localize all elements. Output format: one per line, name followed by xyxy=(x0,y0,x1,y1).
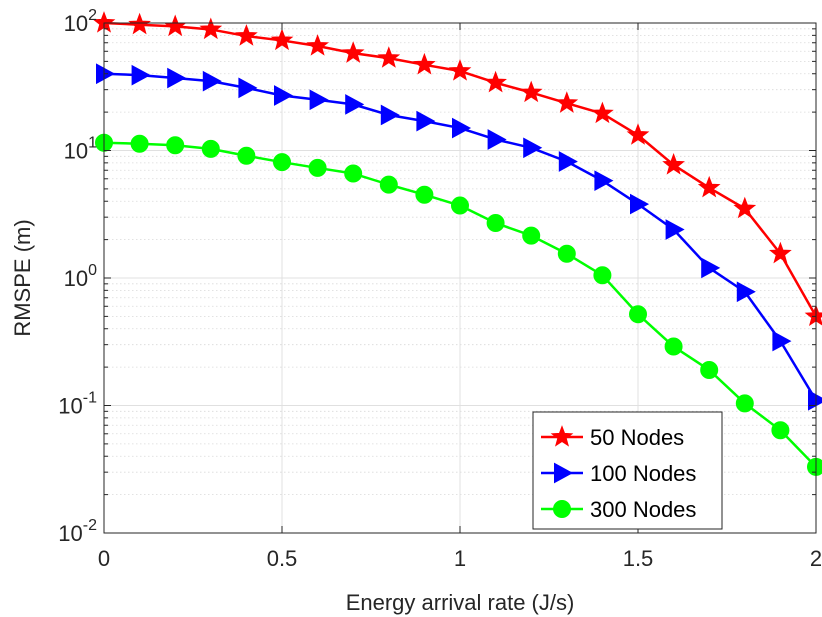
data-point-100-nodes xyxy=(416,110,436,132)
data-point-50-nodes xyxy=(199,17,223,40)
legend-label-50-nodes: 50 Nodes xyxy=(590,425,684,450)
data-point-100-nodes xyxy=(238,77,258,99)
series-300-nodes xyxy=(95,133,822,476)
data-point-100-nodes xyxy=(452,117,472,139)
data-point-100-nodes xyxy=(523,137,543,159)
data-point-100-nodes xyxy=(131,64,151,86)
grid xyxy=(103,22,817,534)
data-point-100-nodes xyxy=(630,193,650,215)
legend-label-100-nodes: 100 Nodes xyxy=(590,461,696,486)
data-point-300-nodes xyxy=(273,153,291,172)
data-point-100-nodes xyxy=(309,89,329,111)
data-point-50-nodes xyxy=(555,91,579,113)
data-point-100-nodes xyxy=(487,129,507,150)
data-point-300-nodes xyxy=(130,134,149,153)
data-point-50-nodes xyxy=(626,123,650,145)
data-point-100-nodes xyxy=(701,257,721,279)
data-point-50-nodes xyxy=(128,12,151,35)
y-tick-label: 102 xyxy=(64,7,97,36)
data-point-50-nodes xyxy=(306,34,329,56)
data-point-100-nodes xyxy=(736,281,756,303)
data-point-300-nodes xyxy=(415,185,434,204)
data-point-300-nodes xyxy=(486,214,505,233)
legend: 50 Nodes 100 Nodes 300 Nodes xyxy=(532,411,723,530)
series-layer xyxy=(92,11,822,476)
data-point-300-nodes xyxy=(700,360,719,379)
data-point-300-nodes xyxy=(379,175,398,194)
y-axis-label: RMSPE (m) xyxy=(10,219,35,336)
data-point-300-nodes xyxy=(201,139,220,158)
y-tick-label: 10-2 xyxy=(58,517,97,546)
x-tick-label: 1 xyxy=(454,546,466,571)
data-point-300-nodes xyxy=(629,305,647,324)
data-point-50-nodes xyxy=(448,59,472,81)
axes: 0 0.5 1 1.5 2 102 101 100 10-1 10-2 xyxy=(58,7,822,571)
series-50-nodes xyxy=(92,11,822,327)
data-point-100-nodes xyxy=(380,104,400,126)
data-point-100-nodes xyxy=(167,67,187,89)
data-point-50-nodes xyxy=(341,41,365,63)
x-tick-label: 2 xyxy=(810,546,822,571)
data-point-300-nodes xyxy=(166,136,185,155)
data-point-300-nodes xyxy=(522,226,541,245)
data-point-300-nodes xyxy=(344,164,363,183)
data-point-100-nodes xyxy=(274,85,294,106)
legend-marker-100-nodes xyxy=(554,462,574,484)
series-100-nodes xyxy=(96,63,822,411)
data-point-100-nodes xyxy=(345,94,365,115)
data-point-50-nodes xyxy=(733,196,757,219)
x-tick-label: 0 xyxy=(98,546,110,571)
data-point-50-nodes xyxy=(235,24,258,46)
y-tick-label: 10-1 xyxy=(58,390,97,419)
data-point-50-nodes xyxy=(519,80,543,103)
data-point-300-nodes xyxy=(807,457,822,476)
data-point-100-nodes xyxy=(202,70,222,92)
legend-label-300-nodes: 300 Nodes xyxy=(590,497,696,522)
x-axis-label: Energy arrival rate (J/s) xyxy=(346,590,575,615)
data-point-100-nodes xyxy=(558,151,578,172)
data-point-100-nodes xyxy=(808,389,822,411)
data-point-300-nodes xyxy=(451,196,469,215)
x-tick-label: 1.5 xyxy=(623,546,654,571)
data-point-100-nodes xyxy=(594,170,614,192)
data-point-100-nodes xyxy=(665,219,685,240)
data-point-300-nodes xyxy=(771,421,790,440)
data-point-50-nodes xyxy=(662,153,685,175)
data-point-300-nodes xyxy=(593,266,612,285)
data-point-50-nodes xyxy=(591,101,614,124)
data-point-300-nodes xyxy=(735,394,754,413)
y-tick-label: 101 xyxy=(64,135,97,164)
data-point-50-nodes xyxy=(769,241,792,264)
data-point-300-nodes xyxy=(557,244,576,263)
data-point-50-nodes xyxy=(377,46,401,68)
data-point-300-nodes xyxy=(237,146,256,165)
data-point-100-nodes xyxy=(772,330,792,352)
legend-marker-300-nodes xyxy=(553,500,571,518)
data-point-50-nodes xyxy=(697,175,721,198)
data-point-50-nodes xyxy=(413,52,436,75)
legend-marker-50-nodes xyxy=(550,425,574,447)
data-point-50-nodes xyxy=(484,70,507,93)
data-point-50-nodes xyxy=(270,28,294,51)
data-point-300-nodes xyxy=(664,337,683,356)
data-point-300-nodes xyxy=(308,158,327,177)
x-tick-label: 0.5 xyxy=(267,546,298,571)
y-tick-label: 100 xyxy=(64,262,97,291)
